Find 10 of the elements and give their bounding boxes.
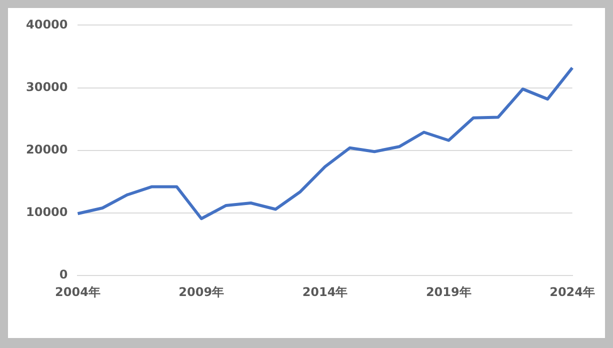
x-tick-label: 2004年 [55, 284, 100, 299]
y-tick-label: 40000 [26, 17, 68, 32]
x-tick-label: 2014年 [302, 284, 348, 299]
y-tick-label: 20000 [26, 142, 68, 157]
y-tick-label: 30000 [26, 80, 68, 94]
x-tick-label: 2024年 [550, 284, 596, 299]
y-tick-label: 10000 [26, 205, 68, 220]
x-tick-label: 2009年 [178, 284, 224, 299]
y-tick-label: 0 [59, 268, 68, 282]
x-tick-label: 2019年 [426, 284, 472, 299]
